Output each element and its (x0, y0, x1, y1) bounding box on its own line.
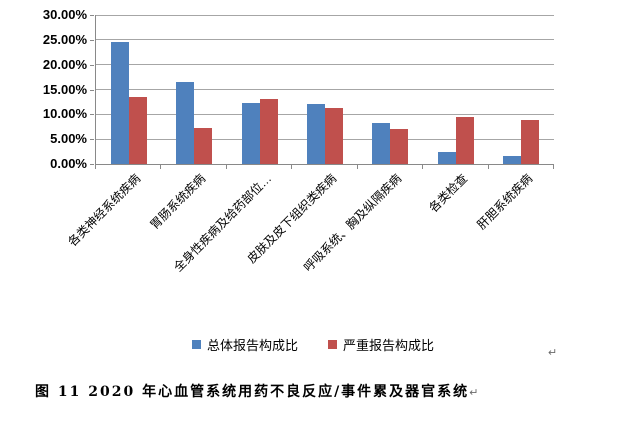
figure-caption: 图 11 2020 年心血管系统用药不良反应/事件累及器官系统↵ (35, 381, 478, 401)
legend-swatch-blue-icon (191, 340, 201, 349)
gridline (96, 39, 554, 41)
bar-total-report (437, 152, 456, 164)
y-axis-label: 0.00% (50, 156, 87, 171)
bar-total-report (307, 104, 325, 164)
bar-total-report (372, 122, 391, 164)
x-axis-tick (225, 165, 227, 169)
x-axis-label: 肝胆系统疾病 (474, 171, 536, 233)
bar-total-report (176, 82, 195, 164)
bar-total-report (241, 103, 260, 164)
legend-swatch-red-icon (328, 340, 337, 349)
x-axis-label: 呼吸系统、胸及纵隔疾病 (301, 171, 405, 275)
y-axis-label: 10.00% (42, 106, 87, 122)
y-axis-label: 25.00% (42, 31, 87, 47)
y-axis-label: 5.00% (50, 131, 87, 147)
chart-legend: 总体报告构成比 严重报告构成比 (0, 335, 626, 354)
y-axis-tick (90, 15, 94, 16)
y-axis-tick (90, 39, 94, 41)
paragraph-return-icon: ↵ (469, 387, 479, 399)
bar-serious-report (194, 128, 213, 164)
x-axis-label: 各类检查 (426, 171, 471, 216)
x-axis-tick (487, 165, 489, 169)
y-axis-tick (90, 139, 94, 141)
bar-serious-report (455, 116, 474, 164)
paragraph-return-icon: ↵ (548, 347, 558, 359)
legend-item-total: 总体报告构成比 (191, 335, 298, 354)
y-axis-label: 30.00% (42, 7, 87, 22)
y-axis-tick (90, 114, 94, 116)
y-axis-tick (90, 64, 94, 66)
y-axis-label: 15.00% (42, 81, 87, 97)
legend-label: 严重报告构成比 (343, 338, 435, 353)
x-axis-tick (553, 165, 554, 169)
gridline (96, 89, 554, 90)
x-axis-tick (160, 165, 162, 169)
y-axis-tick (90, 164, 94, 165)
x-axis-tick (291, 165, 293, 169)
figure-caption-text: 图 11 2020 年心血管系统用药不良反应/事件累及器官系统 (35, 384, 470, 400)
bar-serious-report (521, 119, 540, 164)
x-axis-tick (95, 165, 96, 169)
gridline (96, 14, 554, 16)
bar-serious-report (259, 99, 278, 164)
gridline (96, 64, 554, 66)
bar-chart: 0.00% 5.00% 10.00% 15.00% 20.00% 25.00% 30.00%… (42, 7, 554, 275)
bar-total-report (110, 42, 129, 164)
x-axis-tick (356, 165, 358, 169)
x-axis-label: 皮肤及皮下组织类疾病 (244, 171, 340, 267)
x-axis-label: 全身性疾病及给药部位… (170, 171, 274, 275)
x-axis-tick (422, 165, 424, 169)
x-axis-label: 胃肠系统疾病 (147, 171, 209, 233)
bar-serious-report (325, 108, 343, 164)
legend-label: 总体报告构成比 (206, 338, 298, 353)
x-axis-label: 各类神经系统疾病 (65, 171, 143, 250)
plot-area (95, 14, 554, 165)
y-axis-label: 20.00% (42, 56, 87, 72)
legend-item-serious: 严重报告构成比 (328, 335, 434, 354)
bar-serious-report (390, 129, 409, 164)
bar-total-report (503, 156, 522, 164)
y-axis-tick (90, 89, 94, 91)
bar-serious-report (128, 96, 147, 164)
